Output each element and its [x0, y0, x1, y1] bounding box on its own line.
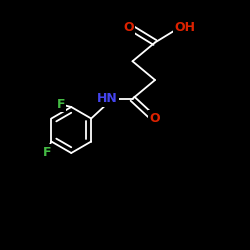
Text: HN: HN — [97, 92, 118, 105]
Text: OH: OH — [174, 21, 196, 34]
Text: F: F — [56, 98, 65, 111]
Text: O: O — [149, 112, 160, 124]
Text: O: O — [124, 21, 134, 34]
Text: F: F — [43, 146, 52, 158]
